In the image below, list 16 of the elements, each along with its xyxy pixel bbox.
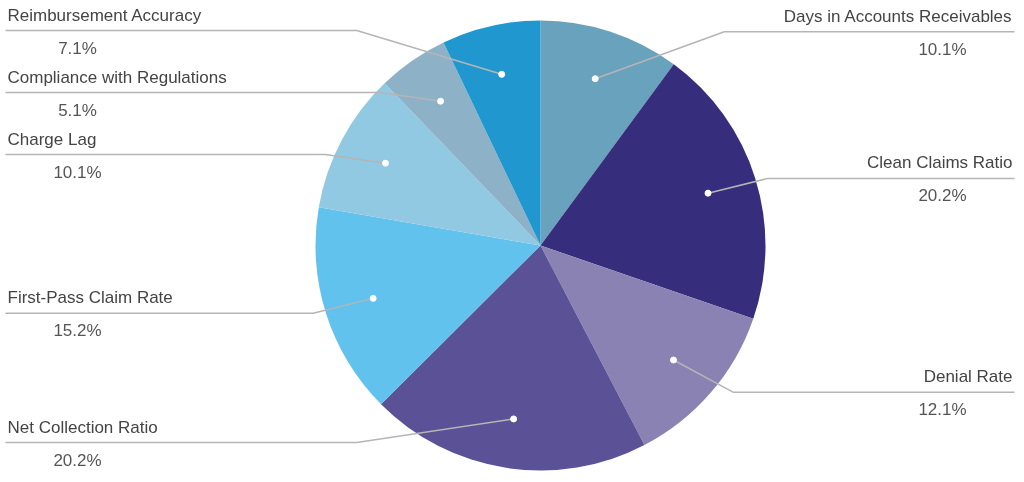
data-label: 20.2% xyxy=(918,186,967,206)
slice-label: Reimbursement Accuracy xyxy=(7,5,202,25)
slice-label: Charge Lag xyxy=(7,129,97,149)
slice-label: Days in Accounts Receivables xyxy=(783,6,1012,26)
data-label: 20.2% xyxy=(53,450,102,470)
data-label: 15.2% xyxy=(53,321,102,341)
data-label: 7.1% xyxy=(58,38,97,58)
slice-label: Net Collection Ratio xyxy=(7,417,158,437)
slice-label: Clean Claims Ratio xyxy=(867,153,1013,173)
slice-label: First-Pass Claim Rate xyxy=(7,288,173,308)
data-label: 10.1% xyxy=(918,39,967,59)
slice-label: Compliance with Regulations xyxy=(7,67,227,87)
data-label: 10.1% xyxy=(53,162,102,182)
slice-label: Denial Rate xyxy=(923,367,1013,387)
data-label: 5.1% xyxy=(58,100,97,120)
data-label: 12.1% xyxy=(918,400,967,420)
